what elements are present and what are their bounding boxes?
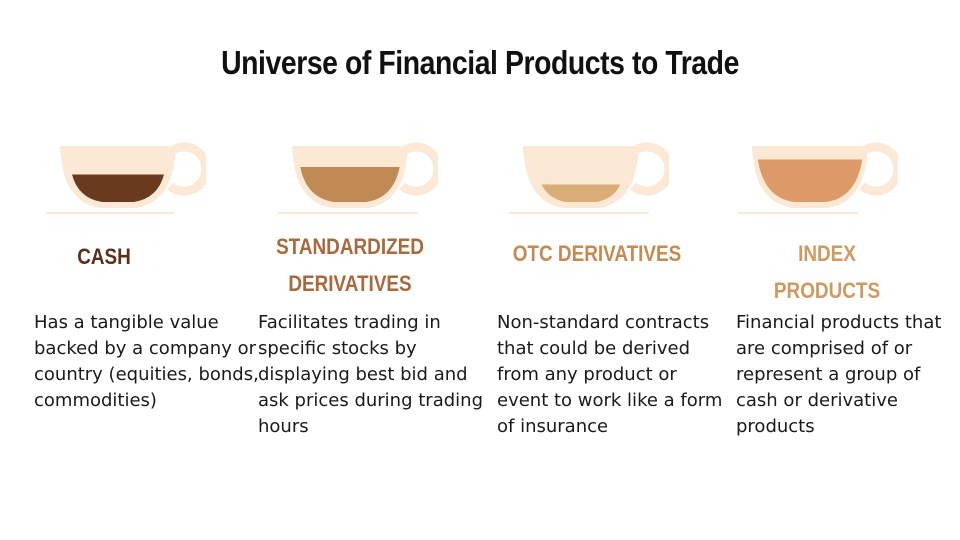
product-heading-line: STANDARDIZED [276,234,424,259]
cup-liquid [72,174,164,202]
cup-liquid [300,167,400,202]
product-column-cash: CASH Has a tangible value backed by a co… [34,0,264,540]
product-heading: STANDARDIZED DERIVATIVES [271,228,429,302]
product-column-index-products: INDEX PRODUCTS Financial products that a… [736,0,960,540]
product-description: Non-standard contracts that could be der… [497,312,723,437]
product-heading: INDEX PRODUCTS [749,235,906,309]
product-heading-line: OTC DERIVATIVES [512,241,682,266]
cup-liquid [757,159,863,202]
saucer [278,212,418,214]
product-heading-line: INDEX PRODUCTS [773,241,881,303]
product-heading-line: DERIVATIVES [288,271,412,296]
coffee-cup-icon [509,142,669,214]
product-description: Has a tangible value backed by a company… [34,312,259,411]
cup-handle [167,142,206,196]
product-column-standardized-derivatives: STANDARDIZED DERIVATIVES Facilitates tra… [258,0,488,540]
coffee-cup-icon [278,142,438,214]
cup-handle [630,142,669,196]
product-heading: OTC DERIVATIVES [511,235,683,272]
product-description: Financial products that are comprised of… [736,312,942,437]
product-heading-line: CASH [77,244,131,269]
cup-liquid [541,184,621,202]
cup-handle [859,142,898,196]
product-description: Facilitates trading in specific stocks b… [258,312,483,437]
saucer [46,212,174,214]
saucer [509,212,649,214]
coffee-cup-icon [738,142,898,214]
product-heading: CASH [44,238,164,275]
saucer [738,212,858,214]
product-column-otc-derivatives: OTC DERIVATIVES Non-standard contracts t… [497,0,727,540]
page-title: Universe of Financial Products to Trade [221,44,739,81]
cup-handle [399,142,438,196]
coffee-cup-icon [46,142,206,214]
